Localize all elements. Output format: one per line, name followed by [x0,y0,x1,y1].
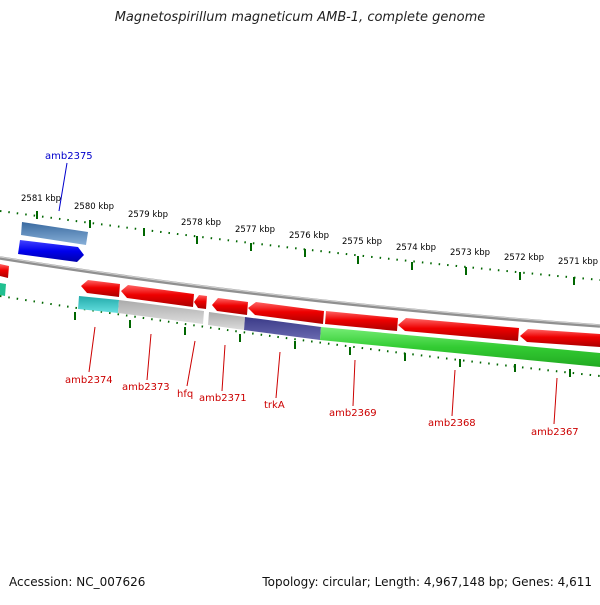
cds-bar-partial-teal [0,283,6,296]
accession-text: Accession: NC_007626 [9,575,146,589]
pointer-hfq [186,340,196,387]
ruler-label: 2571 kbp [558,257,598,267]
ruler-label: 2575 kbp [342,237,382,247]
gene-labels: amb2375 amb2374 amb2373 hfq amb2371 trkA… [45,151,579,438]
ruler-upper-dots [0,210,600,281]
gene-arrow-amb2368[interactable] [398,318,519,341]
gene-arrow-amb2367[interactable] [520,329,600,347]
pointer-amb2373 [146,333,152,381]
ruler-label: 2576 kbp [289,231,329,241]
pointer-amb2371 [221,344,226,392]
pointer-trkA [275,351,281,399]
gene-label-amb2374[interactable]: amb2374 [65,375,113,386]
label-pointers [58,162,558,425]
ruler-label: 2572 kbp [504,253,544,263]
cds-bar-grey [208,312,245,330]
gene-arrow-partial-red[interactable] [0,264,9,278]
gene-label-amb2367[interactable]: amb2367 [531,427,579,438]
genome-backbone-highlight [0,256,600,326]
pointer-amb2367 [553,377,558,425]
cds-bar-green [320,327,600,367]
pointer-amb2368 [451,369,456,417]
ruler-lower-major-ticks [74,312,571,377]
ruler-lower-dots [0,295,600,377]
gene-arrow-amb2373[interactable] [121,285,194,307]
ruler-label: 2579 kbp [128,210,168,220]
gene-label-amb2375[interactable]: amb2375 [45,151,93,162]
gene-arrow-amb2374[interactable] [81,280,120,297]
gene-arrow-amb2371[interactable] [212,298,248,315]
cds-feature-track [78,296,600,367]
ruler-upper-major-ticks [36,211,575,285]
gene-label-amb2373[interactable]: amb2373 [122,382,170,393]
gene-label-amb2368[interactable]: amb2368 [428,418,476,429]
pointer-amb2369 [352,359,356,407]
genome-summary-text: Topology: circular; Length: 4,967,148 bp… [262,575,592,589]
gene-label-trkA[interactable]: trkA [264,400,285,411]
gene-arrow-amb2375[interactable] [18,240,84,262]
cds-bar-cyan [78,296,119,313]
ruler-label: 2578 kbp [181,218,221,228]
gene-arrow-trkA[interactable] [248,302,324,324]
ruler-label: 2577 kbp [235,225,275,235]
reverse-gene-track [81,280,600,347]
cds-bar-purple [244,317,321,340]
pointer-amb2374 [88,326,96,373]
gene-arrow-amb2369[interactable] [325,311,398,331]
pointer-amb2375 [58,162,68,212]
genome-backbone [0,256,600,328]
gene-label-amb2371[interactable]: amb2371 [199,393,247,404]
gene-label-hfq[interactable]: hfq [177,389,193,400]
gene-arrow-hfq[interactable] [194,295,207,309]
ruler-label: 2580 kbp [74,202,114,212]
cds-bar-grey [118,300,204,324]
ruler-label: 2581 kbp [21,194,61,204]
map-title: Magnetospirillum magneticum AMB-1, compl… [114,10,486,25]
ruler-label: 2574 kbp [396,243,436,253]
gene-label-amb2369[interactable]: amb2369 [329,408,377,419]
ruler-labels: 2581 kbp 2580 kbp 2579 kbp 2578 kbp 2577… [21,194,598,267]
ruler-label: 2573 kbp [450,248,490,258]
cds-bar-steel [21,222,88,245]
